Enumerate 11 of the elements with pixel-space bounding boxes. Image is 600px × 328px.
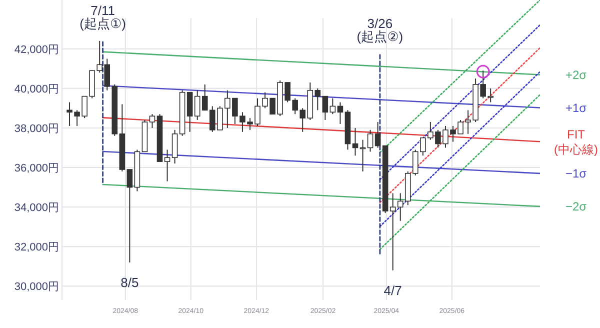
ytick-label: 34,000円 (14, 202, 59, 214)
ytick-label: 36,000円 (14, 162, 59, 174)
ytick-label: 32,000円 (14, 242, 59, 254)
annotation: 8/5 (120, 274, 139, 290)
annotation: 7/11 (起点①) (80, 2, 126, 31)
annotation: 3/26 (起点②) (356, 16, 404, 44)
ytick-label: 42,000円 (14, 44, 59, 56)
ytick-label: 30,000円 (14, 281, 59, 294)
ytick-label: 38,000円 (14, 122, 59, 135)
annotation: 4/7 (384, 282, 402, 298)
ytick-label: 40,000円 (14, 83, 59, 96)
